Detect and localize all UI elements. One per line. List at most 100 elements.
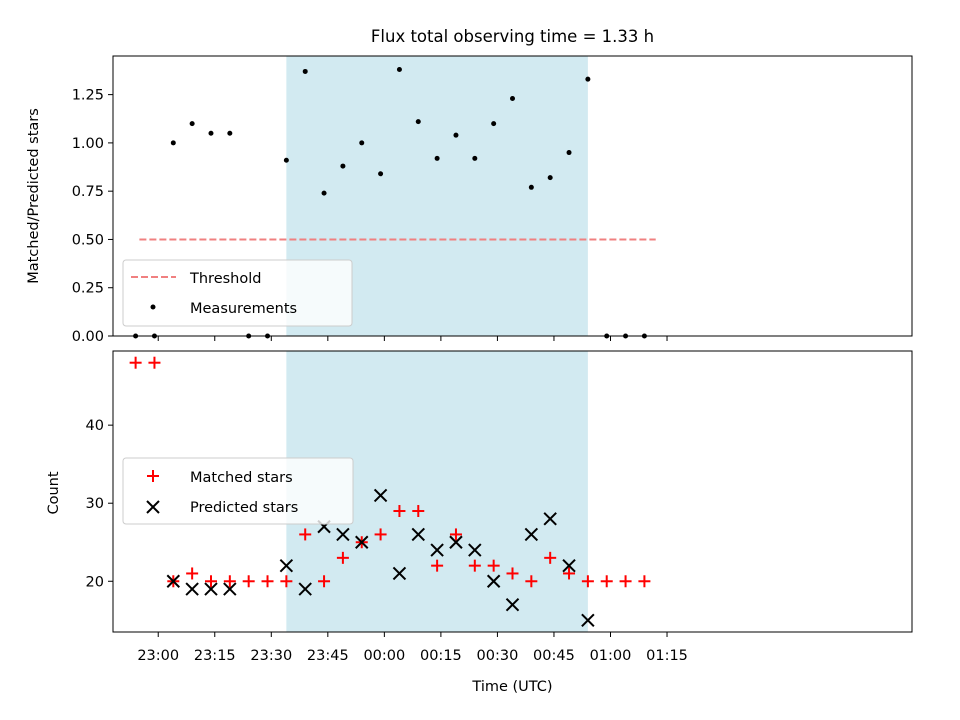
matched-star-point (223, 575, 236, 588)
predicted-star-point (185, 582, 199, 596)
predicted-star-point (505, 597, 520, 612)
measurement-point (491, 121, 497, 127)
predicted-legend-label: Predicted stars (190, 500, 298, 516)
ratio-legend-box (122, 259, 353, 327)
predicted-star-point (298, 582, 312, 596)
predicted-star-point (166, 574, 181, 588)
count-x-axis: 23:00 23:15 23:30 23:45 00:00 00:15 00:30 00:45… (137, 632, 688, 664)
measurement-point (547, 175, 553, 181)
predicted-star-point (279, 558, 294, 573)
count-y-tick-label: 30 (86, 496, 104, 512)
measurement-point (415, 119, 421, 125)
matched-star-point (581, 575, 594, 588)
x-tick-label: 00:45 (533, 648, 575, 664)
count-legend-box (122, 457, 354, 525)
count-panel-frame (112, 350, 913, 633)
x-tick-label: 23:45 (307, 648, 349, 664)
ratio-y-tick-label: 0.50 (72, 232, 104, 248)
ratio-y-tick-label: 0.00 (72, 329, 104, 345)
measurement-point (302, 68, 308, 74)
measurement-point (378, 171, 384, 177)
ratio-y-axis: 0.00 0.25 0.50 0.75 1.00 1.25 (72, 88, 113, 345)
measurement-point (528, 184, 534, 190)
matched-star-point (242, 575, 255, 588)
measurement-point (585, 76, 591, 82)
predicted-star-point (562, 558, 576, 573)
measurement-point (453, 132, 459, 138)
ratio-x-ticks (157, 336, 668, 341)
predicted-star-point (373, 488, 388, 503)
ratio-y-tick-label: 0.25 (72, 281, 104, 297)
predicted-star-point (223, 582, 237, 596)
x-tick-label: 00:30 (477, 648, 519, 664)
count-y-axis: 20 30 40 (86, 418, 113, 590)
count-y-tick-label: 40 (86, 418, 104, 434)
ratio-y-axis-label: Matched/Predicted stars (26, 108, 42, 284)
measurement-point (340, 163, 346, 169)
matched-legend-label: Matched stars (190, 470, 293, 486)
threshold-legend-label: Threshold (189, 271, 261, 287)
matched-star-point (280, 575, 293, 588)
matched-star-point (563, 567, 576, 580)
matched-star-point (336, 551, 349, 564)
ratio-y-tick-label: 0.75 (72, 184, 104, 200)
matched-star-point (204, 575, 217, 588)
matched-star-point (525, 575, 538, 588)
count-y-tick-label: 20 (86, 574, 104, 590)
measurement-point (321, 190, 327, 196)
matched-star-point (299, 528, 312, 541)
measurement-point (510, 95, 515, 101)
matched-star-point (544, 551, 557, 564)
ratio-y-tick-label: 1.00 (72, 136, 104, 152)
measurement-point (359, 140, 365, 146)
measurement-point (396, 67, 402, 73)
measurement-point (472, 155, 478, 161)
ratio-legend: Threshold Measurements (122, 259, 353, 327)
ratio-y-tick-label: 1.25 (72, 88, 104, 104)
matched-legend-swatch (147, 470, 159, 482)
measurements-legend-swatch (150, 304, 156, 310)
matched-star-point (186, 567, 199, 580)
predicted-star-point (581, 613, 595, 627)
predicted-star-point (355, 535, 369, 549)
matched-star-point (619, 575, 632, 588)
x-tick-label: 23:00 (137, 648, 179, 664)
ratio-panel: 0.00 0.25 0.50 0.75 1.00 1.25 Matched/Predict… (26, 55, 913, 345)
measurement-point (434, 155, 440, 161)
matched-star-point (412, 505, 425, 518)
count-legend: Matched stars Predicted stars (122, 457, 354, 525)
matched-star-point (318, 575, 331, 588)
x-tick-label: 23:30 (250, 648, 292, 664)
x-tick-label: 00:00 (363, 648, 405, 664)
matched-star-point (393, 505, 406, 518)
measurement-point (283, 157, 289, 163)
matched-star-point (600, 575, 613, 588)
predicted-star-point (392, 566, 407, 581)
x-axis-label: Time (UTC) (471, 679, 552, 695)
measurement-point (227, 130, 233, 136)
predicted-star-point (204, 582, 218, 596)
x-tick-label: 01:15 (646, 648, 688, 664)
ratio-panel-frame (112, 55, 913, 337)
predicted-legend-swatch (146, 500, 160, 514)
matched-star-point (638, 575, 651, 588)
predicted-star-point (430, 543, 444, 557)
predicted-star-point (411, 527, 425, 542)
ratio-plot-area (133, 67, 656, 339)
count-y-axis-label: Count (46, 471, 62, 514)
measurement-point (189, 121, 195, 127)
x-tick-label: 01:00 (590, 648, 632, 664)
measurement-point (170, 140, 176, 146)
matched-star-point (129, 356, 142, 369)
chart-title: Flux total observing time = 1.33 h (371, 27, 654, 46)
matched-star-point (468, 559, 481, 572)
matched-star-point (431, 559, 444, 572)
count-panel: 20 30 40 23:00 23:15 23:30 23:45 00:00 00:15 00:… (46, 350, 913, 695)
matched-star-point (487, 559, 500, 572)
matched-star-point (449, 528, 462, 541)
predicted-star-point (543, 512, 557, 526)
measurement-point (566, 150, 572, 156)
matched-star-point (374, 528, 387, 541)
predicted-star-point (468, 543, 482, 557)
